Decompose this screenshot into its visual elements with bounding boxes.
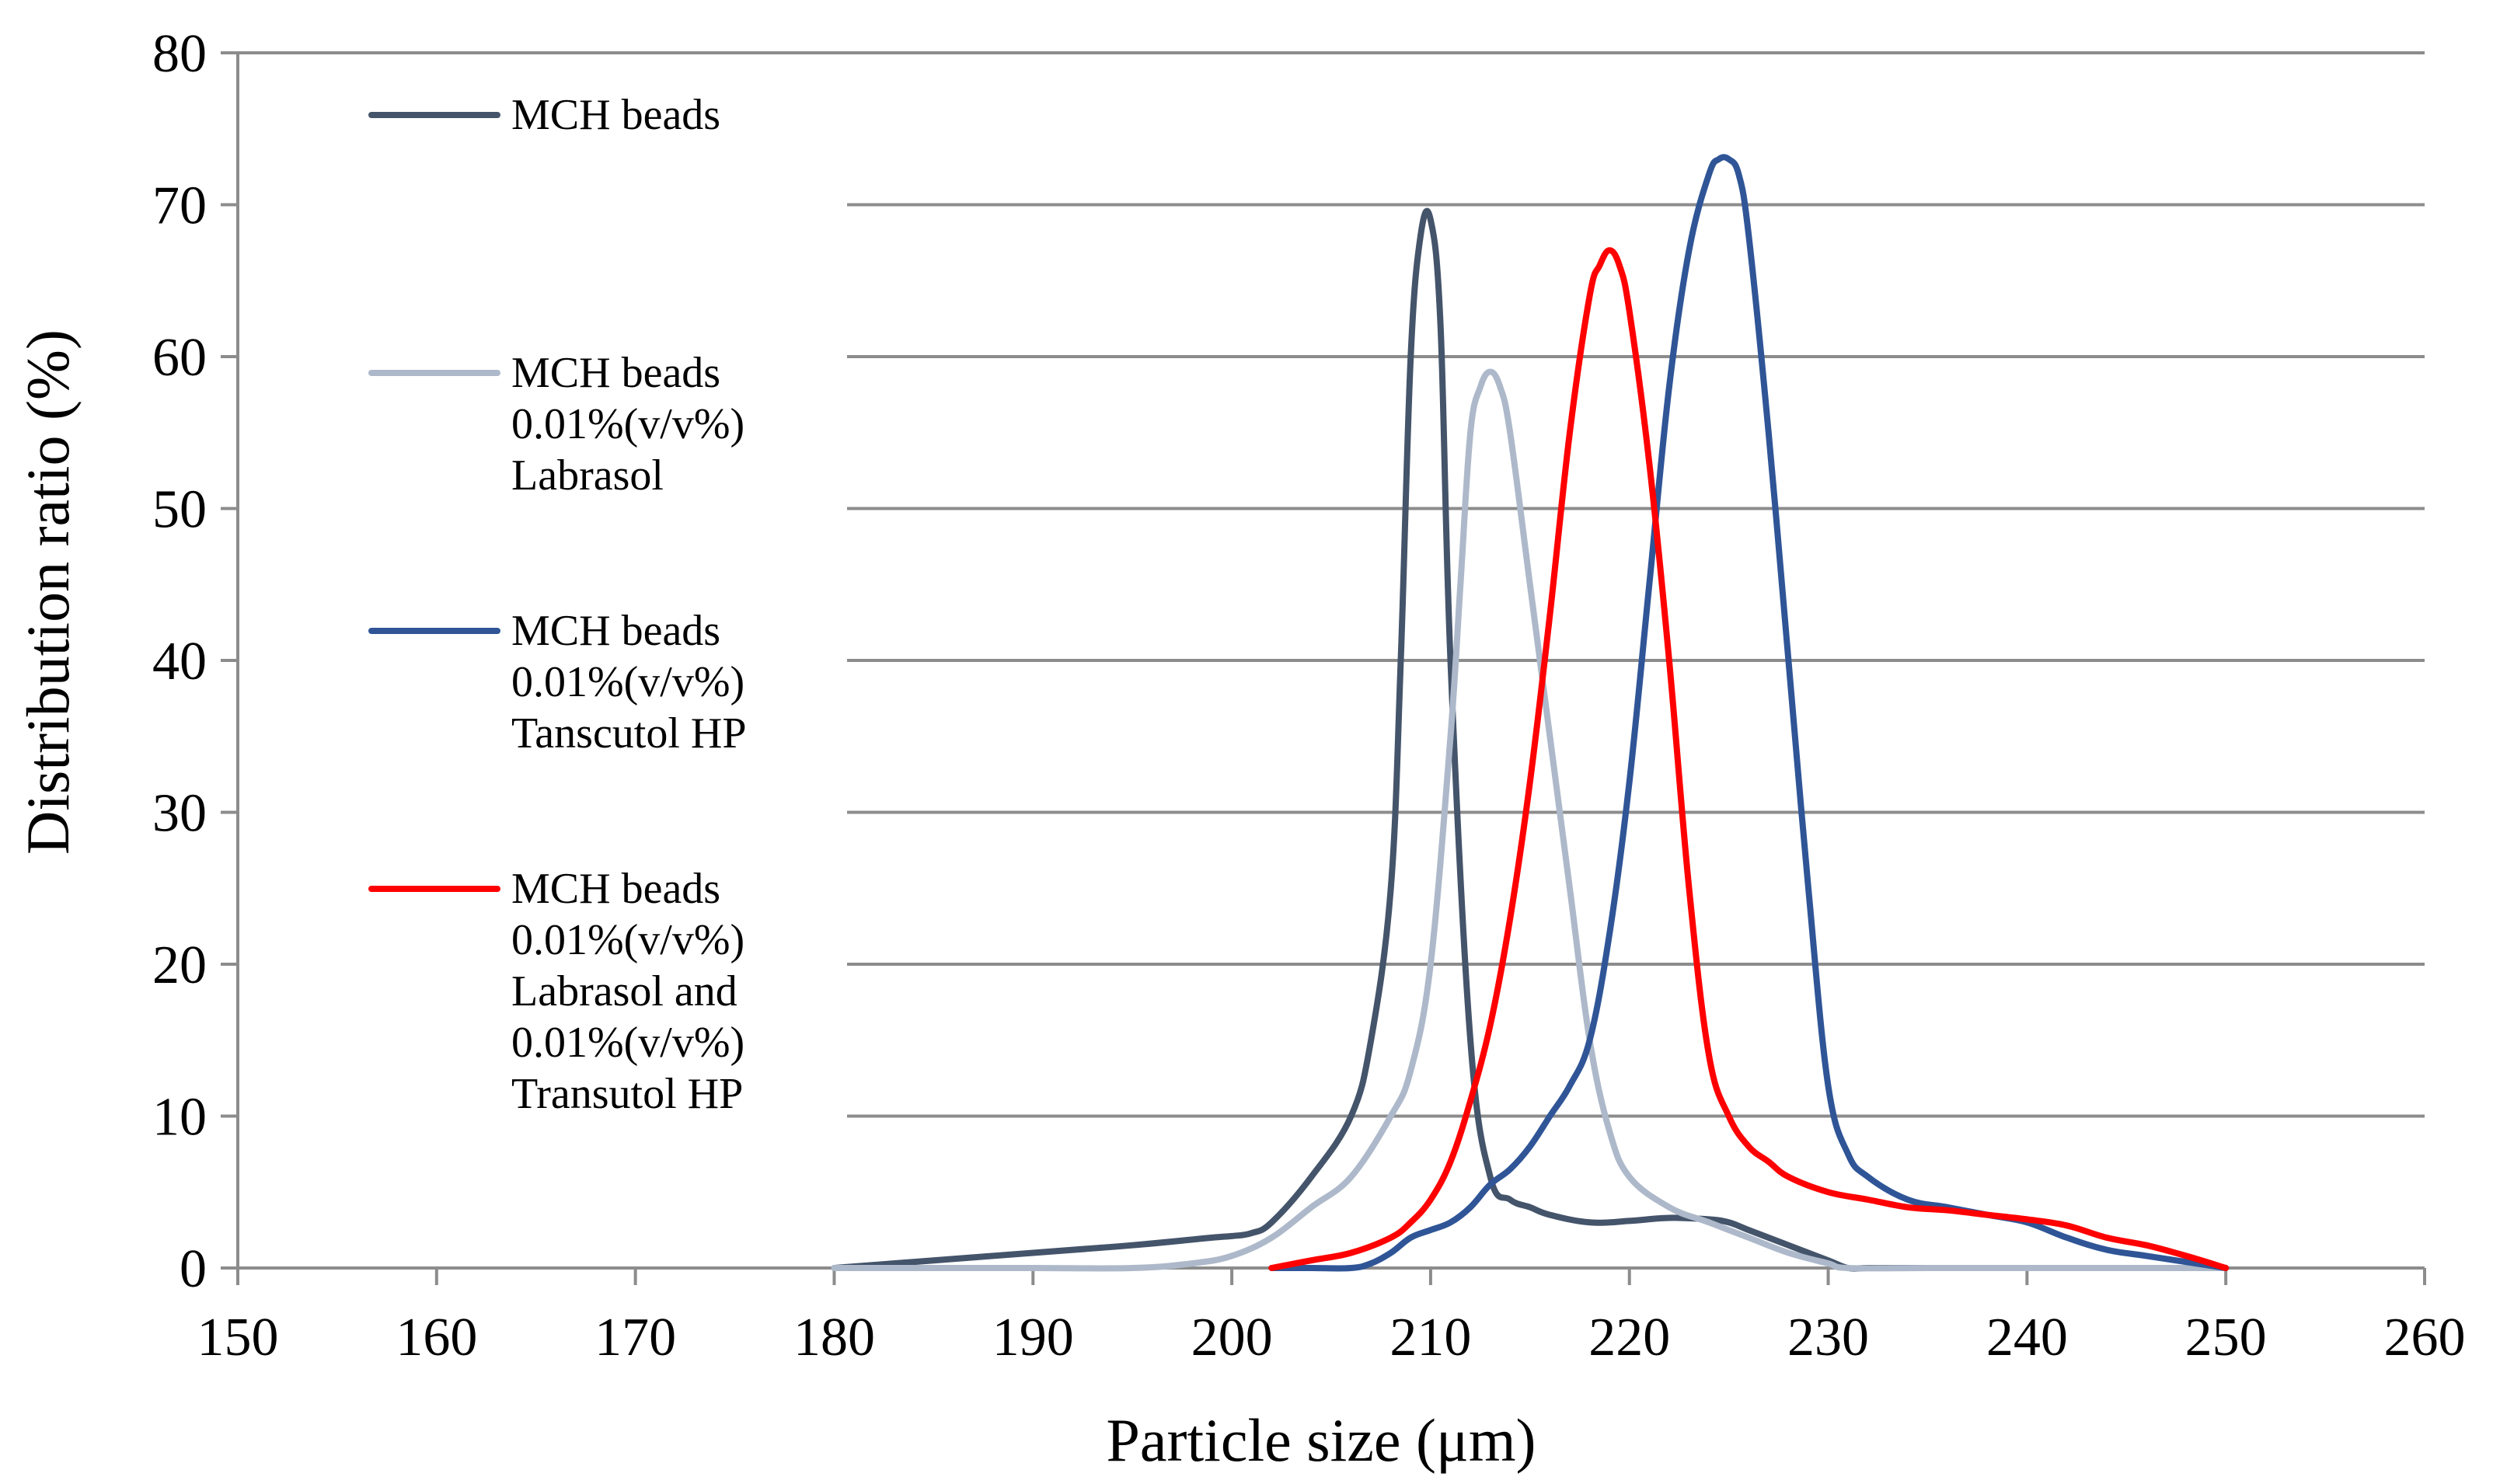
x-tick-label: 230 xyxy=(1787,1308,1869,1367)
series-line-2 xyxy=(831,368,2230,1272)
x-tick-label: 260 xyxy=(2384,1308,2466,1367)
x-tick-label: 150 xyxy=(197,1308,279,1367)
series-line-1 xyxy=(831,207,2230,1272)
y-tick-label: 80 xyxy=(152,24,207,84)
x-tick-label: 170 xyxy=(594,1308,676,1367)
y-tick-label: 50 xyxy=(152,480,207,540)
x-tick-labels: 150 160 170 180 190 200 210 220 230 240 250 260 xyxy=(197,1308,2466,1367)
x-tick-label: 250 xyxy=(2185,1308,2267,1367)
series-line-4 xyxy=(1268,247,2230,1271)
y-tick-label: 20 xyxy=(152,935,207,995)
x-tick-label: 200 xyxy=(1191,1308,1273,1367)
x-axis-title: Particle size (μm) xyxy=(1107,1406,1536,1474)
legend-label: MCH beads xyxy=(511,865,720,913)
y-axis-title: Distribution ratio (%) xyxy=(14,329,82,855)
x-tick-label: 240 xyxy=(1986,1308,2068,1367)
series-line-3 xyxy=(1268,154,2230,1272)
legend-label: 0.01%(v/v%) xyxy=(511,1019,744,1067)
legend-label: Labrasol and xyxy=(511,967,737,1015)
x-tick-label: 160 xyxy=(396,1308,477,1367)
x-tick-label: 180 xyxy=(793,1308,875,1367)
legend-label: 0.01%(v/v%) xyxy=(511,916,744,964)
legend-label: MCH beads xyxy=(511,91,720,139)
legend-label: 0.01%(v/v%) xyxy=(511,658,744,706)
legend-label: 0.01%(v/v%) xyxy=(511,400,744,448)
y-tick-label: 40 xyxy=(152,632,207,691)
y-tick-labels: 0 10 20 30 40 50 60 70 80 xyxy=(152,24,207,1299)
y-tick-label: 0 xyxy=(180,1239,207,1299)
legend-label: Transutol HP xyxy=(511,1070,743,1118)
x-tick-label: 190 xyxy=(992,1308,1074,1367)
plot-series xyxy=(831,154,2230,1272)
legend-label: MCH beads xyxy=(511,349,720,397)
x-tick-label: 210 xyxy=(1389,1308,1471,1367)
x-tick-label: 220 xyxy=(1588,1308,1670,1367)
y-tick-label: 30 xyxy=(152,784,207,844)
legend-label: MCH beads xyxy=(511,607,720,655)
y-tick-label: 70 xyxy=(152,176,207,236)
y-tick-label: 60 xyxy=(152,328,207,388)
legend-label: Tanscutol HP xyxy=(511,709,747,758)
y-tick-label: 10 xyxy=(152,1088,207,1148)
legend-label: Labrasol xyxy=(511,451,664,500)
